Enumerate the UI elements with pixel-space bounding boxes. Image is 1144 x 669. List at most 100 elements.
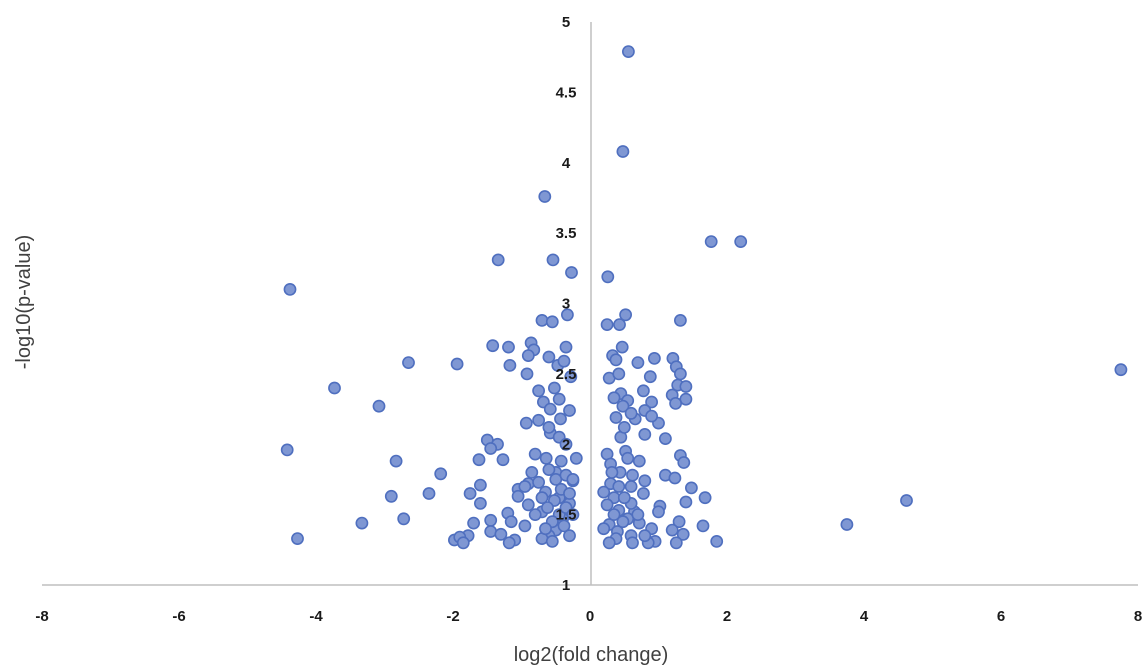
data-point [538, 190, 552, 203]
y-tick-label: 1.5 [556, 507, 577, 524]
data-point [402, 356, 415, 369]
data-point [494, 527, 508, 541]
data-point [637, 487, 650, 500]
data-point [528, 447, 542, 461]
x-tick-label: 8 [1134, 608, 1142, 625]
data-point [467, 516, 480, 530]
data-point [542, 463, 556, 476]
data-point [546, 253, 560, 267]
data-point [328, 381, 341, 395]
data-point [535, 313, 549, 327]
data-point [626, 536, 639, 550]
data-point [704, 235, 718, 248]
data-point [504, 515, 518, 529]
data-point [612, 480, 626, 493]
data-point [631, 508, 645, 521]
x-tick-label: 6 [997, 608, 1005, 625]
data-point [484, 442, 498, 455]
data-point [621, 451, 635, 465]
data-point [612, 367, 626, 381]
data-point [545, 315, 559, 329]
data-point [541, 501, 554, 514]
data-point [502, 340, 515, 354]
data-point [557, 354, 571, 368]
data-point [900, 494, 913, 507]
data-point [617, 491, 631, 505]
data-point [622, 45, 635, 58]
data-point [502, 536, 516, 550]
data-point [539, 522, 552, 536]
data-point [548, 381, 561, 395]
data-point [648, 351, 661, 365]
data-point [543, 402, 557, 416]
data-point [645, 409, 658, 423]
data-point [616, 515, 630, 529]
data-point [532, 475, 545, 489]
data-point [528, 508, 542, 521]
data-point [554, 412, 567, 426]
data-point [542, 420, 556, 434]
data-point [1114, 363, 1128, 377]
data-point [679, 380, 693, 393]
data-point [638, 529, 652, 543]
y-tick-label: 3.5 [556, 225, 577, 242]
data-point [450, 357, 464, 371]
y-tick-label: 2.5 [556, 366, 577, 383]
data-points [280, 45, 1128, 550]
y-tick-label: 2 [562, 436, 570, 453]
data-point [519, 416, 533, 430]
data-point [563, 529, 576, 543]
data-point [456, 536, 470, 550]
data-point [422, 487, 436, 500]
data-point [559, 340, 573, 354]
data-point [552, 392, 566, 406]
x-tick-labels: -8 -6 -4 -2 0 2 4 6 8 [35, 608, 1142, 625]
x-tick-label: -8 [35, 608, 48, 625]
data-point [566, 472, 580, 486]
data-point [563, 487, 576, 500]
x-tick-label: 0 [586, 608, 594, 625]
y-tick-label: 4 [562, 155, 571, 172]
data-point [609, 411, 623, 424]
x-tick-label: -2 [446, 608, 459, 625]
data-point [710, 535, 724, 548]
data-point [291, 532, 304, 545]
data-point [473, 478, 487, 492]
data-point [384, 489, 398, 503]
data-point [564, 370, 578, 384]
data-point [679, 495, 693, 509]
data-point [677, 456, 691, 469]
x-tick-label: 4 [860, 608, 869, 625]
data-point [355, 516, 369, 530]
data-point [607, 391, 621, 405]
data-point [734, 235, 748, 248]
data-point [511, 489, 525, 503]
data-point [669, 396, 682, 410]
data-point [600, 498, 614, 512]
x-axis-title: log2(fold change) [514, 644, 669, 666]
data-point [597, 485, 611, 499]
data-point [696, 519, 710, 533]
data-point [652, 505, 665, 519]
data-point [565, 266, 578, 279]
data-point [389, 454, 403, 468]
data-point [607, 508, 621, 521]
y-tick-labels: 1 1.5 2 2.5 3 3.5 4 4.5 5 [556, 14, 577, 594]
data-point [545, 535, 559, 548]
data-point [491, 253, 505, 267]
data-point [525, 465, 539, 479]
data-point [473, 496, 487, 510]
data-point [486, 339, 500, 353]
data-point [563, 404, 576, 417]
data-point [616, 399, 630, 413]
y-tick-label: 1 [562, 577, 570, 594]
data-point [613, 318, 626, 331]
data-point [561, 308, 574, 322]
data-point [559, 437, 573, 451]
data-point [626, 468, 639, 482]
data-point [685, 481, 698, 495]
data-point [569, 451, 583, 465]
data-point [601, 270, 615, 284]
data-point [659, 432, 672, 445]
